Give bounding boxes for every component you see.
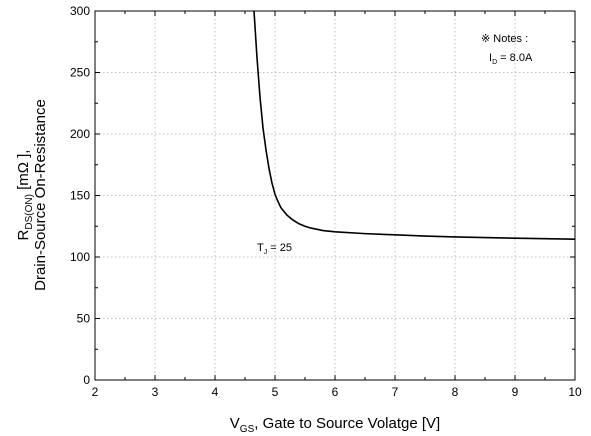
x-tick-label: 8 [452,385,459,399]
y-axis-title: RDS(ON) [mΩ ], Drain-Source On-Resistanc… [15,99,49,291]
x-tick-label: 2 [92,385,99,399]
grid-lines [95,11,575,380]
x-axis-title: VGS, Gate to Source Volatge [V] [230,415,440,435]
plot-frame [94,10,576,381]
y-axis-title-line2: Drain-Source On-Resistance [32,99,49,291]
rds-on-curve [253,10,576,240]
y-tick-label: 300 [70,4,90,18]
x-tick-label: 10 [568,385,582,399]
notes-title: ※ Notes : [481,33,528,45]
junction-temperature-label: TJ = 25 [257,242,292,256]
y-tick-label: 250 [70,66,90,80]
notes-drain-current: ID = 8.0A [489,52,533,66]
y-tick-label: 200 [70,127,90,141]
x-tick-label: 5 [272,385,279,399]
x-tick-label: 4 [212,385,219,399]
x-tick-label: 3 [152,385,159,399]
x-tick-label: 6 [332,385,339,399]
y-tick-label: 100 [70,250,90,264]
y-tick-label: 0 [83,373,90,387]
y-tick-label: 150 [70,189,90,203]
y-tick-label: 50 [77,312,91,326]
x-tick-label: 9 [512,385,519,399]
x-tick-label: 7 [392,385,399,399]
y-axis-title-line1: RDS(ON) [mΩ ], [15,150,35,241]
